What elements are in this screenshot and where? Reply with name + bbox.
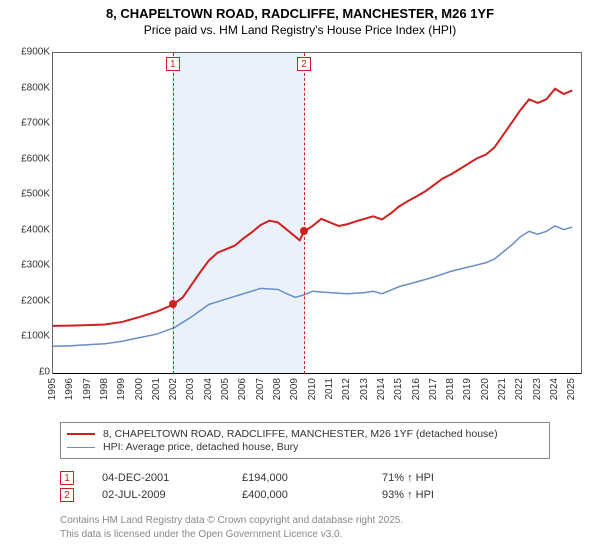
- x-tick-label: 2000: [134, 378, 145, 400]
- legend-swatch-property: [67, 433, 95, 435]
- sale-row-tag: 1: [60, 471, 74, 485]
- x-tick-label: 2023: [532, 378, 543, 400]
- x-tick-label: 2017: [428, 378, 439, 400]
- line-hpi: [53, 226, 572, 346]
- sale-marker-dot: [169, 300, 177, 308]
- x-tick-label: 2009: [289, 378, 300, 400]
- x-tick-label: 2025: [566, 378, 577, 400]
- y-tick-label: £600K: [8, 153, 50, 164]
- x-tick-label: 1996: [64, 378, 75, 400]
- sale-marker-dot: [300, 227, 308, 235]
- legend-label-property: 8, CHAPELTOWN ROAD, RADCLIFFE, MANCHESTE…: [103, 428, 498, 440]
- y-tick-label: £700K: [8, 118, 50, 129]
- x-tick-label: 2002: [168, 378, 179, 400]
- plot-area: 12: [52, 52, 582, 374]
- title-address: 8, CHAPELTOWN ROAD, RADCLIFFE, MANCHESTE…: [10, 6, 590, 21]
- chart-title-block: 8, CHAPELTOWN ROAD, RADCLIFFE, MANCHESTE…: [0, 0, 600, 37]
- sale-marker-tag: 2: [297, 57, 311, 71]
- x-tick-label: 2005: [220, 378, 231, 400]
- sale-marker-tag: 1: [166, 57, 180, 71]
- footer-line2: This data is licensed under the Open Gov…: [60, 528, 403, 542]
- x-tick-label: 2001: [151, 378, 162, 400]
- sale-row-date: 02-JUL-2009: [102, 489, 242, 501]
- legend: 8, CHAPELTOWN ROAD, RADCLIFFE, MANCHESTE…: [60, 422, 550, 459]
- x-tick-label: 2006: [237, 378, 248, 400]
- y-tick-label: £200K: [8, 295, 50, 306]
- x-tick-label: 2021: [497, 378, 508, 400]
- x-tick-label: 2015: [393, 378, 404, 400]
- sale-row-tag: 2: [60, 488, 74, 502]
- footer-attribution: Contains HM Land Registry data © Crown c…: [60, 514, 403, 541]
- sale-row: 1 04-DEC-2001£194,00071% ↑ HPI: [60, 471, 550, 485]
- x-tick-label: 2018: [445, 378, 456, 400]
- legend-item-hpi: HPI: Average price, detached house, Bury: [67, 441, 543, 453]
- legend-swatch-hpi: [67, 447, 95, 448]
- legend-item-property: 8, CHAPELTOWN ROAD, RADCLIFFE, MANCHESTE…: [67, 428, 543, 440]
- x-tick-label: 1999: [116, 378, 127, 400]
- x-tick-label: 2008: [272, 378, 283, 400]
- x-tick-label: 1998: [99, 378, 110, 400]
- legend-label-hpi: HPI: Average price, detached house, Bury: [103, 441, 298, 453]
- sale-marker-line: [173, 53, 174, 374]
- x-tick-label: 2010: [307, 378, 318, 400]
- y-tick-label: £900K: [8, 47, 50, 58]
- sale-row-price: £194,000: [242, 472, 382, 484]
- x-tick-label: 2011: [324, 378, 335, 400]
- y-tick-label: £400K: [8, 224, 50, 235]
- sale-row-delta: 93% ↑ HPI: [382, 489, 522, 501]
- sale-row-delta: 71% ↑ HPI: [382, 472, 522, 484]
- x-tick-label: 2004: [203, 378, 214, 400]
- x-tick-label: 2019: [462, 378, 473, 400]
- y-tick-label: £0: [8, 367, 50, 378]
- sales-table: 1 04-DEC-2001£194,00071% ↑ HPI 2 02-JUL-200…: [60, 468, 550, 505]
- y-tick-label: £800K: [8, 82, 50, 93]
- x-tick-label: 2020: [480, 378, 491, 400]
- x-tick-label: 2016: [411, 378, 422, 400]
- sale-marker-line: [304, 53, 305, 374]
- x-tick-label: 2003: [185, 378, 196, 400]
- x-tick-label: 2013: [359, 378, 370, 400]
- footer-line1: Contains HM Land Registry data © Crown c…: [60, 514, 403, 528]
- x-tick-label: 2007: [255, 378, 266, 400]
- y-tick-label: £500K: [8, 189, 50, 200]
- title-subtitle: Price paid vs. HM Land Registry's House …: [10, 23, 590, 37]
- y-tick-label: £100K: [8, 331, 50, 342]
- x-tick-label: 2014: [376, 378, 387, 400]
- x-tick-label: 2022: [514, 378, 525, 400]
- sale-row-price: £400,000: [242, 489, 382, 501]
- sale-row-date: 04-DEC-2001: [102, 472, 242, 484]
- x-tick-label: 2012: [341, 378, 352, 400]
- line-series-svg: [53, 53, 581, 374]
- y-tick-label: £300K: [8, 260, 50, 271]
- line-property: [53, 89, 572, 326]
- chart-area: £0 £100K £200K £300K £400K £500K £600K £700K £80…: [10, 46, 590, 416]
- x-tick-label: 1997: [82, 378, 93, 400]
- x-tick-label: 2024: [549, 378, 560, 400]
- x-axis-line: [53, 373, 581, 374]
- x-tick-label: 1995: [47, 378, 58, 400]
- sale-row: 2 02-JUL-2009£400,00093% ↑ HPI: [60, 488, 550, 502]
